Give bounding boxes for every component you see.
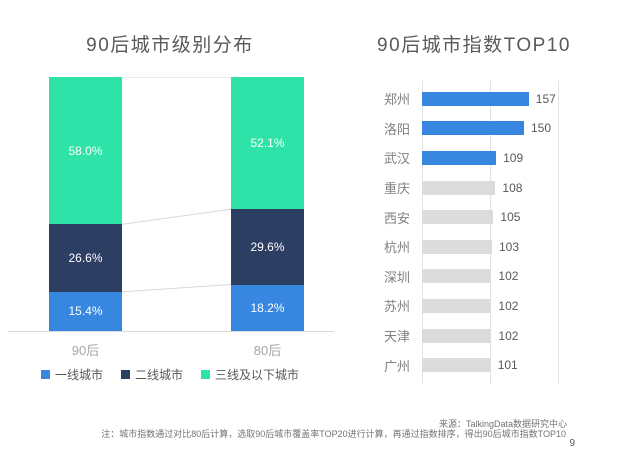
legend-label: 二线城市 — [134, 368, 183, 382]
bar-track: 102 — [422, 328, 519, 343]
value-bar — [422, 239, 492, 254]
bar-track: 102 — [422, 298, 519, 313]
bar-track: 102 — [422, 269, 519, 284]
gridline-200 — [558, 81, 559, 384]
value-label: 108 — [502, 180, 523, 195]
left-chart-title: 90后城市级别分布 — [86, 35, 254, 56]
bar-row-武汉: 武汉 109 — [330, 143, 618, 173]
value-bar — [422, 298, 492, 313]
x-axis-line — [8, 331, 334, 332]
bar-track: 103 — [422, 239, 520, 254]
bar-row-天津: 天津 102 — [330, 321, 618, 351]
city-label: 武汉 — [383, 151, 410, 167]
bar-row-郑州: 郑州 157 — [330, 84, 618, 114]
value-bar — [422, 180, 496, 195]
legend-item-二线城市: 二线城市 — [120, 366, 183, 383]
bar-track: 157 — [422, 91, 556, 106]
value-label: 102 — [498, 269, 519, 284]
value-bar — [422, 328, 492, 343]
segment-一线城市: 18.2% — [231, 284, 304, 331]
city-label: 天津 — [383, 329, 410, 345]
gridline-0 — [422, 81, 423, 384]
bar-track: 101 — [422, 358, 518, 373]
segment-三线及以下城市: 52.1% — [231, 77, 304, 210]
segment-三线及以下城市: 58.0% — [49, 77, 122, 225]
legend-item-一线城市: 一线城市 — [40, 366, 103, 383]
stacked-bar-80后: 52.1% 29.6% 18.2% — [231, 77, 304, 331]
gridline-100 — [490, 81, 491, 384]
value-bar — [422, 121, 524, 136]
bar-row-广州: 广州 101 — [330, 350, 618, 380]
segment-一线城市: 15.4% — [49, 291, 122, 331]
legend: 一线城市 二线城市 三线及以下城市 — [0, 366, 340, 383]
page-number: 9 — [569, 438, 575, 449]
stacked-bar-plot: 58.0% 26.6% 15.4% 90后 52.1% 29.6% 18.2% 80后 — [0, 77, 340, 358]
value-bar — [422, 91, 529, 106]
value-label: 157 — [535, 91, 556, 106]
value-label: 102 — [498, 298, 519, 313]
city-label: 洛阳 — [383, 121, 410, 137]
horizontal-bar-plot: 郑州 157 洛阳 150 武汉 109 重庆 108 西安 105 杭州 103 深圳 102 苏州 102… — [330, 81, 618, 384]
value-bar — [422, 358, 491, 373]
city-label: 郑州 — [383, 92, 410, 108]
bar-row-苏州: 苏州 102 — [330, 291, 618, 321]
value-label: 150 — [531, 121, 552, 136]
footnote: 注：城市指数通过对比80后计算，选取90后城市覆盖率TOP20进行计算，再通过指… — [101, 429, 566, 439]
gridlines — [422, 81, 562, 384]
bar-track: 150 — [422, 121, 552, 136]
city-label: 西安 — [383, 210, 410, 226]
bar-row-重庆: 重庆 108 — [330, 173, 618, 203]
value-bar — [422, 210, 494, 225]
legend-swatch-icon — [40, 370, 50, 379]
value-label: 101 — [497, 358, 518, 373]
value-label: 102 — [498, 328, 519, 343]
stacked-bar-90后: 58.0% 26.6% 15.4% — [49, 77, 122, 331]
source-note: 来源：TalkingData数据研究中心 — [438, 419, 567, 429]
bar-track: 105 — [422, 210, 521, 225]
value-label: 103 — [499, 239, 520, 254]
city-label: 广州 — [383, 358, 410, 374]
legend-label: 三线及以下城市 — [215, 368, 300, 382]
bar-track: 108 — [422, 180, 523, 195]
bar-row-深圳: 深圳 102 — [330, 262, 618, 292]
x-axis-label: 90后 — [71, 343, 100, 358]
segment-二线城市: 29.6% — [231, 209, 304, 285]
bar-track: 109 — [422, 150, 524, 165]
city-label: 深圳 — [383, 269, 410, 285]
value-bar — [422, 150, 497, 165]
city-label: 苏州 — [383, 299, 410, 315]
city-label: 重庆 — [383, 181, 410, 197]
bar-row-洛阳: 洛阳 150 — [330, 114, 618, 144]
value-label: 109 — [503, 150, 524, 165]
legend-swatch-icon — [120, 370, 130, 379]
bar-row-杭州: 杭州 103 — [330, 232, 618, 262]
value-bar — [422, 269, 492, 284]
x-axis-label: 80后 — [253, 343, 282, 358]
legend-swatch-icon — [201, 370, 210, 379]
city-label: 杭州 — [383, 240, 410, 256]
segment-二线城市: 26.6% — [49, 224, 122, 292]
right-chart-title: 90后城市指数TOP10 — [377, 35, 571, 56]
legend-label: 一线城市 — [54, 368, 103, 382]
legend-item-三线及以下城市: 三线及以下城市 — [201, 366, 299, 383]
value-label: 105 — [500, 210, 521, 225]
bar-row-西安: 西安 105 — [330, 202, 618, 232]
